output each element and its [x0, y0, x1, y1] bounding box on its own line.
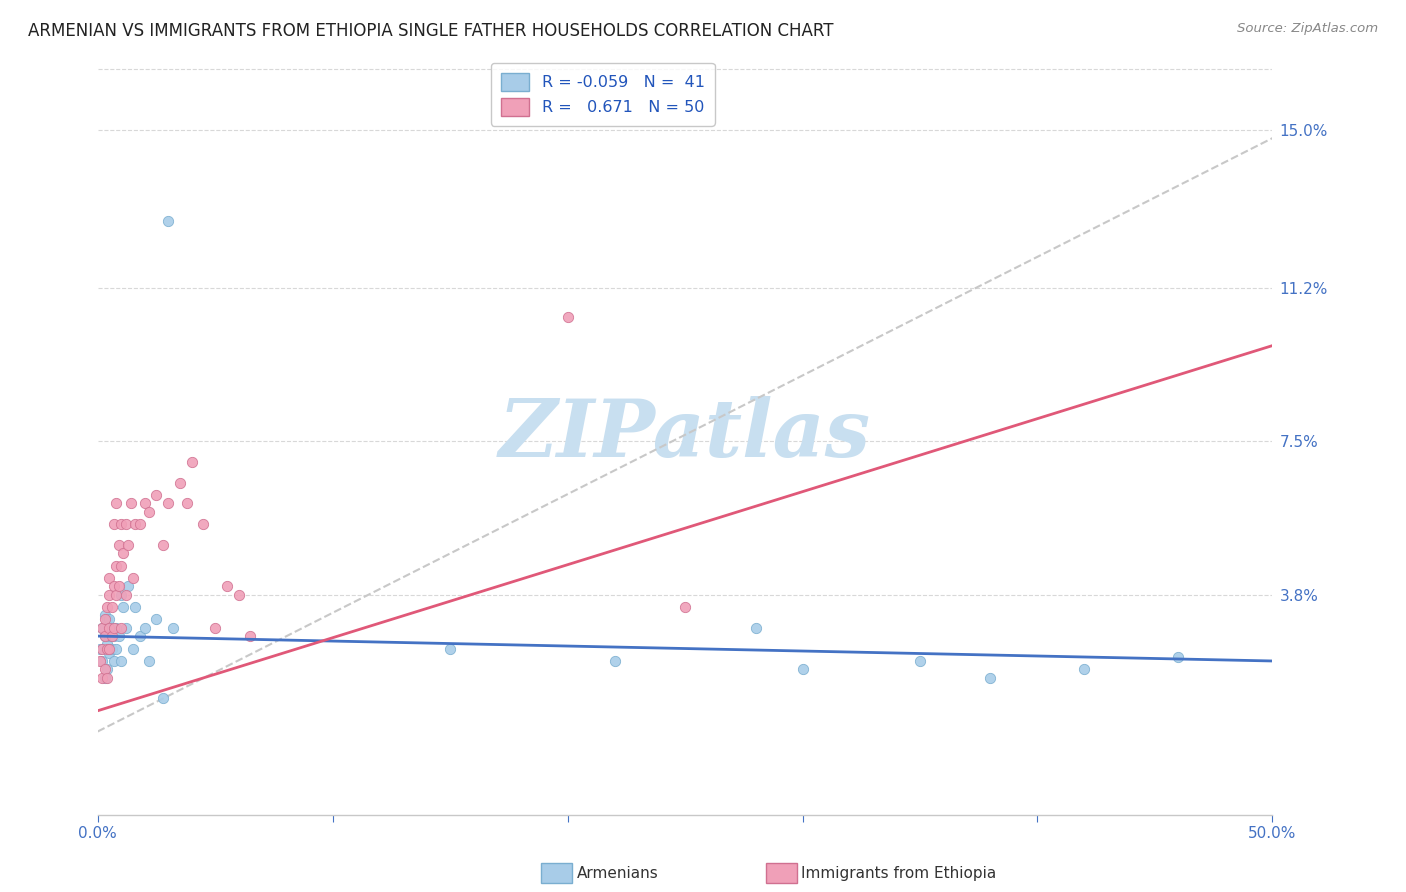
Point [129, 516, 152, 531]
Point [93, 608, 115, 623]
Point [93, 612, 115, 626]
Point [98, 612, 121, 626]
Point [96, 637, 118, 651]
Point [228, 588, 250, 602]
Point [152, 691, 174, 706]
Point [98, 621, 121, 635]
Point [117, 538, 139, 552]
Point [115, 621, 138, 635]
Point [107, 579, 129, 593]
Point [157, 214, 180, 228]
Point [124, 600, 146, 615]
Point [117, 579, 139, 593]
Point [145, 612, 167, 626]
Point [91, 641, 114, 656]
Point [98, 646, 121, 660]
Point [439, 641, 461, 656]
Point [112, 600, 135, 615]
Point [110, 516, 132, 531]
Point [103, 516, 125, 531]
Legend: R = -0.059   N =  41, R =   0.671   N = 50: R = -0.059 N = 41, R = 0.671 N = 50 [491, 63, 714, 126]
Point [134, 621, 156, 635]
Point [204, 621, 226, 635]
Point [124, 516, 146, 531]
Point [91, 671, 114, 685]
Point [105, 558, 128, 573]
Point [176, 496, 198, 510]
Point [979, 671, 1001, 685]
Point [107, 538, 129, 552]
Point [96, 662, 118, 676]
Point [100, 629, 122, 643]
Point [152, 538, 174, 552]
Point [215, 579, 238, 593]
Point [96, 641, 118, 656]
Point [105, 588, 128, 602]
Point [93, 662, 115, 676]
Point [105, 621, 128, 635]
Point [105, 641, 128, 656]
Point [557, 310, 579, 324]
Point [93, 671, 115, 685]
Point [96, 600, 118, 615]
Point [98, 571, 121, 585]
Point [180, 455, 202, 469]
Point [129, 629, 152, 643]
Point [98, 629, 121, 643]
Point [673, 600, 696, 615]
Point [96, 671, 118, 685]
Point [103, 654, 125, 668]
Point [115, 588, 138, 602]
Point [1073, 662, 1095, 676]
Point [239, 629, 262, 643]
Point [110, 654, 132, 668]
Point [134, 496, 156, 510]
Text: ARMENIAN VS IMMIGRANTS FROM ETHIOPIA SINGLE FATHER HOUSEHOLDS CORRELATION CHART: ARMENIAN VS IMMIGRANTS FROM ETHIOPIA SIN… [28, 22, 834, 40]
Point [120, 496, 142, 510]
Point [908, 654, 931, 668]
Point [112, 546, 135, 560]
Point [138, 505, 160, 519]
Point [603, 654, 626, 668]
Text: Immigrants from Ethiopia: Immigrants from Ethiopia [801, 866, 997, 880]
Text: Armenians: Armenians [576, 866, 658, 880]
Point [157, 496, 180, 510]
Point [91, 621, 114, 635]
Point [103, 629, 125, 643]
Point [96, 612, 118, 626]
Point [744, 621, 766, 635]
Point [100, 621, 122, 635]
Point [89, 654, 111, 668]
Point [110, 558, 132, 573]
Point [122, 641, 145, 656]
Point [91, 621, 114, 635]
Point [98, 588, 121, 602]
Point [122, 571, 145, 585]
Point [169, 475, 191, 490]
Point [107, 629, 129, 643]
Point [792, 662, 814, 676]
Text: ZIPatlas: ZIPatlas [499, 396, 872, 474]
Point [115, 516, 138, 531]
Point [105, 496, 128, 510]
Point [91, 654, 114, 668]
Point [98, 641, 121, 656]
Point [1167, 649, 1189, 664]
Point [103, 579, 125, 593]
Text: Source: ZipAtlas.com: Source: ZipAtlas.com [1237, 22, 1378, 36]
Point [162, 621, 184, 635]
Point [110, 621, 132, 635]
Point [103, 621, 125, 635]
Point [93, 629, 115, 643]
Point [193, 516, 215, 531]
Point [93, 629, 115, 643]
Point [89, 641, 111, 656]
Point [100, 600, 122, 615]
Point [138, 654, 160, 668]
Point [100, 641, 122, 656]
Point [110, 588, 132, 602]
Point [145, 488, 167, 502]
